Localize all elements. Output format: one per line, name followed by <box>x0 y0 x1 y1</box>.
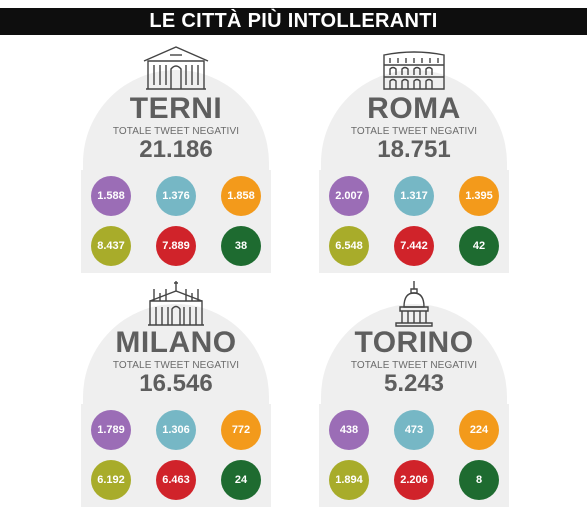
milan-cathedral-icon <box>140 279 212 327</box>
value-bubble: 38 <box>221 226 261 266</box>
mole-antonelliana-icon <box>378 279 450 327</box>
values-grid: 438 473 224 1.894 2.206 8 <box>319 404 509 507</box>
value-bubble: 7.442 <box>394 226 434 266</box>
total-caption: TOTALE TWEET NEGATIVI <box>112 360 240 371</box>
city-card-terni: TERNI TOTALE TWEET NEGATIVI 21.186 1.588… <box>81 45 271 273</box>
value-bubble: 42 <box>459 226 499 266</box>
value-bubble: 1.306 <box>156 410 196 450</box>
value-bubble: 6.192 <box>91 460 131 500</box>
city-card-milano: MILANO TOTALE TWEET NEGATIVI 16.546 1.78… <box>81 279 271 507</box>
city-name: TORINO <box>354 326 474 359</box>
value-bubble: 8 <box>459 460 499 500</box>
value-bubble: 1.789 <box>91 410 131 450</box>
city-card-roma: ROMA TOTALE TWEET NEGATIVI 18.751 2.007 … <box>319 45 509 273</box>
value-bubble: 438 <box>329 410 369 450</box>
city-card-torino: TORINO TOTALE TWEET NEGATIVI 5.243 438 4… <box>319 279 509 507</box>
colosseum-icon <box>378 45 450 93</box>
total-caption: TOTALE TWEET NEGATIVI <box>112 126 240 137</box>
terni-building-icon <box>140 45 212 93</box>
city-name: MILANO <box>115 326 237 359</box>
value-bubble: 6.463 <box>156 460 196 500</box>
value-bubble: 1.317 <box>394 176 434 216</box>
total-caption: TOTALE TWEET NEGATIVI <box>350 126 478 137</box>
values-grid: 2.007 1.317 1.395 6.548 7.442 42 <box>319 170 509 273</box>
value-bubble: 1.858 <box>221 176 261 216</box>
value-bubble: 1.376 <box>156 176 196 216</box>
value-bubble: 1.894 <box>329 460 369 500</box>
total-caption: TOTALE TWEET NEGATIVI <box>350 360 478 371</box>
values-grid: 1.588 1.376 1.858 8.437 7.889 38 <box>81 170 271 273</box>
total-value: 21.186 <box>139 136 213 163</box>
value-bubble: 224 <box>459 410 499 450</box>
total-value: 18.751 <box>377 136 451 163</box>
city-name: TERNI <box>129 92 223 125</box>
value-bubble: 8.437 <box>91 226 131 266</box>
value-bubble: 1.395 <box>459 176 499 216</box>
values-grid: 1.789 1.306 772 6.192 6.463 24 <box>81 404 271 507</box>
value-bubble: 2.206 <box>394 460 434 500</box>
total-value: 16.546 <box>139 370 213 397</box>
value-bubble: 7.889 <box>156 226 196 266</box>
value-bubble: 2.007 <box>329 176 369 216</box>
total-value: 5.243 <box>383 370 445 397</box>
city-name: ROMA <box>367 92 461 125</box>
value-bubble: 24 <box>221 460 261 500</box>
value-bubble: 1.588 <box>91 176 131 216</box>
value-bubble: 6.548 <box>329 226 369 266</box>
page-title: LE CITTÀ PIÙ INTOLLERANTI <box>0 8 587 35</box>
value-bubble: 473 <box>394 410 434 450</box>
value-bubble: 772 <box>221 410 261 450</box>
